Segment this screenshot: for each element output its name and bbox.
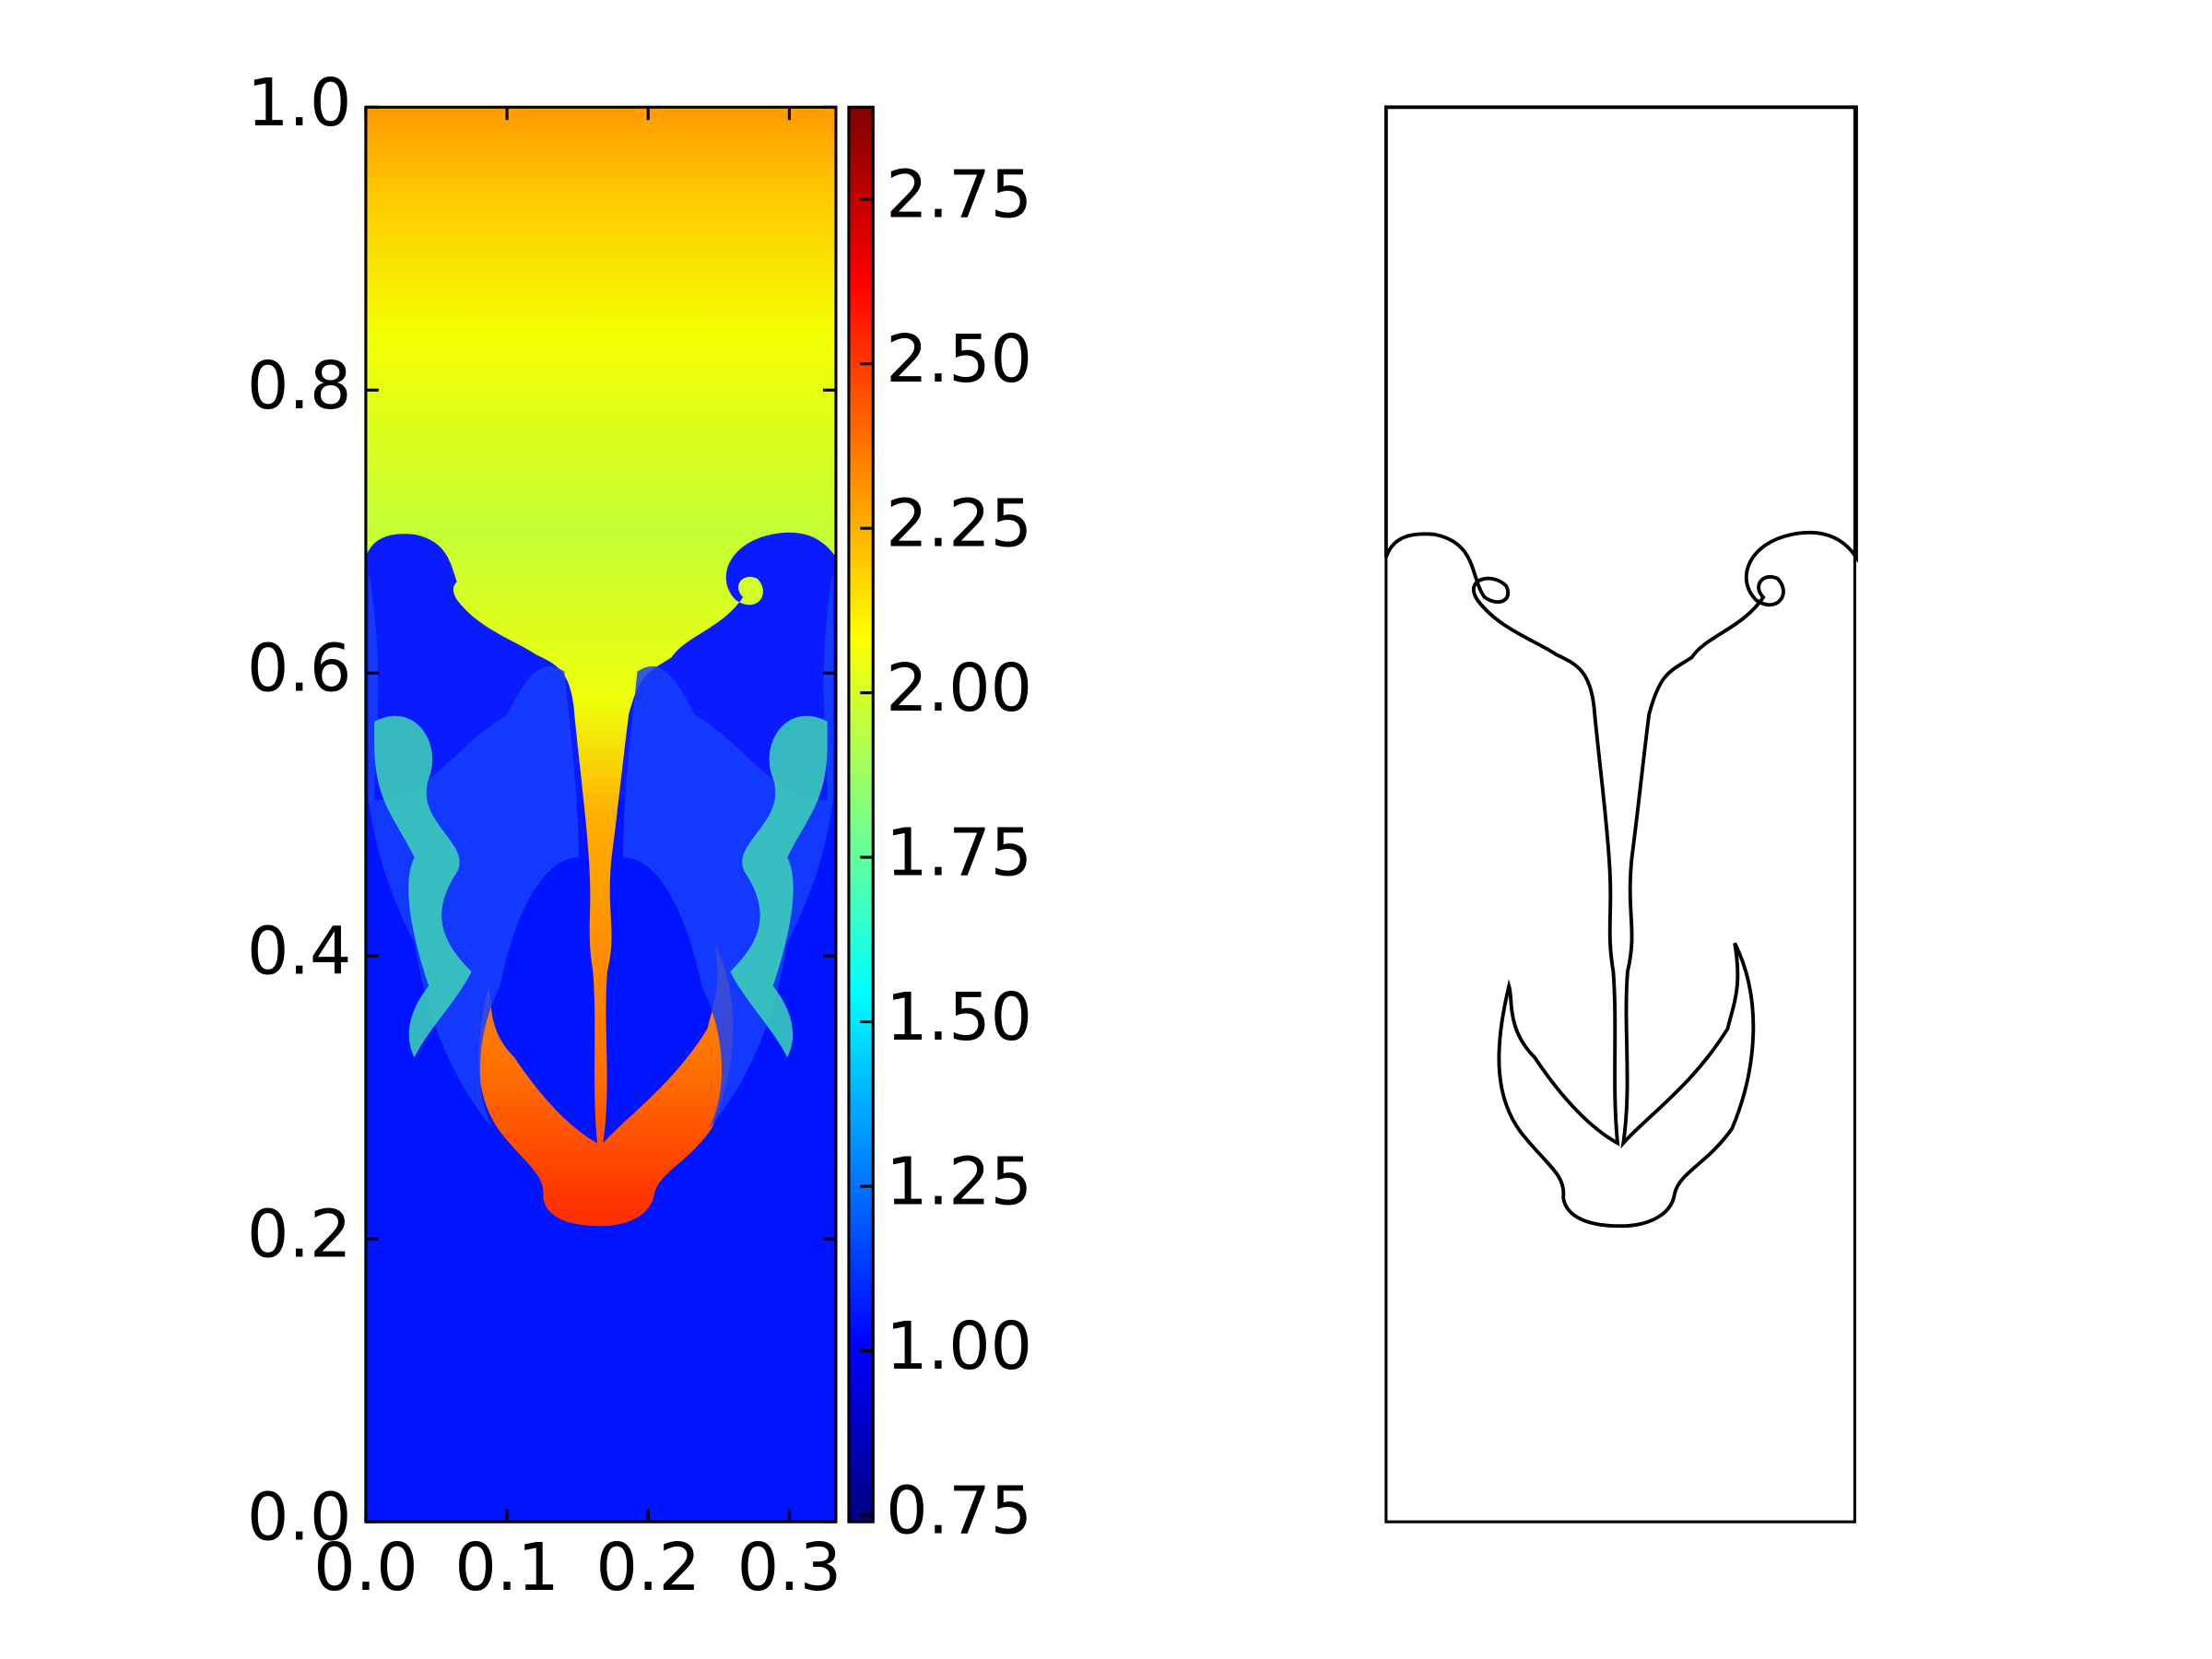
colorbar: 0.75 1.00 1.25 1.50 1.75 2.00 2.25 2.50 2.75	[847, 105, 1032, 1549]
x-tick-label: 0.2	[596, 1529, 700, 1606]
y-tick-label: 0.2	[247, 1196, 351, 1273]
y-tick-label: 0.0	[247, 1479, 351, 1556]
colorbar-tick-label: 1.25	[886, 1144, 1032, 1220]
y-tick-label: 0.8	[247, 347, 351, 424]
colorbar-tick-label: 2.00	[886, 650, 1032, 726]
heatmap-left-swirl	[374, 715, 472, 1058]
colorbar-tick-label: 1.50	[886, 979, 1032, 1055]
heatmap-panel: 0.0 0.2 0.4 0.6 0.8 1.0 0.0 0.1 0.2 0.3	[247, 65, 841, 1606]
y-tick-label: 1.0	[247, 65, 351, 141]
contour-panel	[1383, 105, 1858, 1524]
heatmap-right-lobe	[622, 571, 833, 1129]
heatmap-right-swirl	[730, 715, 828, 1058]
colorbar-gradient	[847, 105, 875, 1524]
colorbar-tick-label: 2.25	[886, 486, 1032, 562]
axes-frame	[1384, 105, 1856, 1524]
colorbar-tick-label: 1.00	[886, 1308, 1032, 1384]
heatmap-left-lobe	[369, 571, 579, 1129]
x-tick-label: 0.3	[737, 1529, 841, 1606]
x-tick-label: 0.1	[454, 1529, 559, 1606]
colorbar-tick-label: 0.75	[886, 1473, 1032, 1549]
axes-frame	[364, 105, 838, 1524]
y-tick-label: 0.6	[247, 630, 351, 707]
colorbar-tick-label: 2.75	[886, 157, 1032, 233]
colorbar-tick-label: 2.50	[886, 321, 1032, 397]
colorbar-tick-label: 1.75	[886, 815, 1032, 891]
x-tick-label: 0.0	[313, 1529, 418, 1606]
y-tick-label: 0.4	[247, 913, 351, 990]
